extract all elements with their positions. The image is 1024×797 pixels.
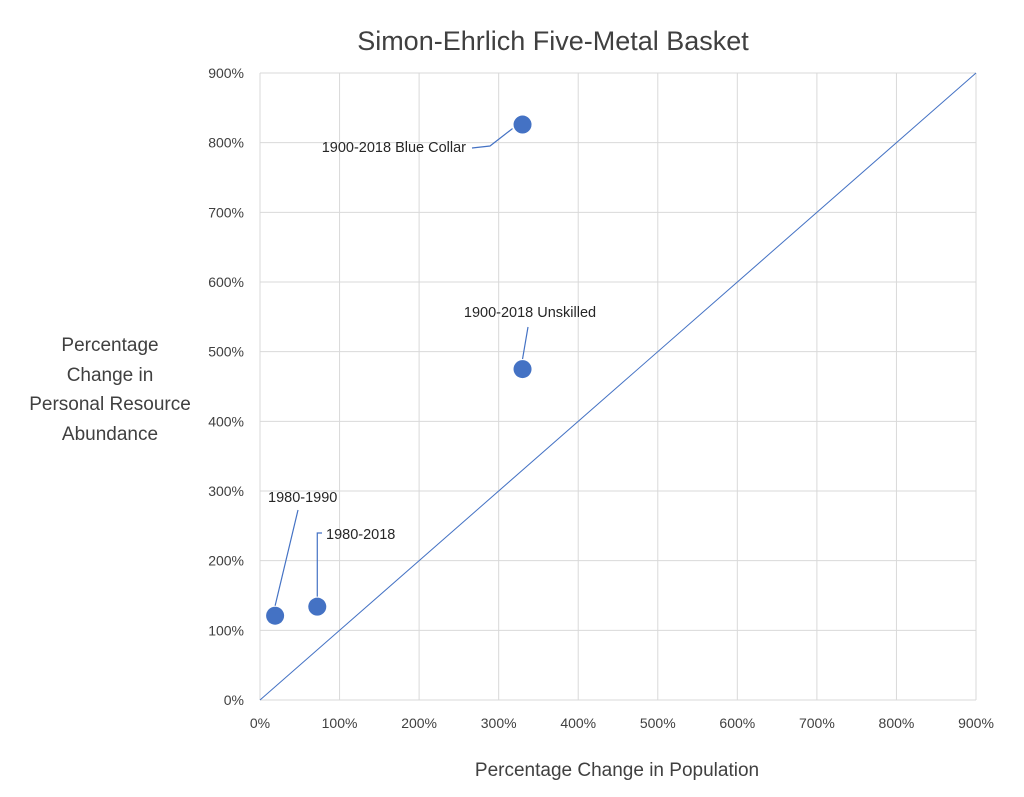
chart-title: Simon-Ehrlich Five-Metal Basket xyxy=(357,26,749,56)
y-tick-label: 400% xyxy=(208,413,244,429)
x-tick-label: 600% xyxy=(719,715,755,731)
y-axis-title-line: Change in xyxy=(67,365,154,386)
gridlines xyxy=(259,72,977,701)
data-label: 1980-2018 xyxy=(326,527,395,543)
data-point xyxy=(266,606,285,625)
y-axis-title-line: Percentage xyxy=(61,335,158,356)
y-tick-label: 800% xyxy=(208,135,244,151)
y-tick-label: 700% xyxy=(208,204,244,220)
data-label: 1900-2018 Blue Collar xyxy=(322,140,466,156)
y-axis-ticks: 0% 100% 200% 300% 400% 500% 600% 700% 800% 900% xyxy=(208,65,244,708)
y-tick-label: 900% xyxy=(208,65,244,81)
data-labels: 1980-1990 1980-2018 1900-2018 Unskilled 190… xyxy=(268,140,596,543)
leader-line xyxy=(274,509,299,606)
y-tick-label: 600% xyxy=(208,274,244,290)
data-point xyxy=(513,360,532,379)
x-tick-label: 200% xyxy=(401,715,437,731)
x-tick-label: 500% xyxy=(640,715,676,731)
y-tick-label: 0% xyxy=(224,692,244,708)
leader-line xyxy=(471,128,513,149)
y-tick-label: 200% xyxy=(208,553,244,569)
y-axis-title: Percentage Change in Personal Resource Abun… xyxy=(29,335,191,445)
y-tick-label: 100% xyxy=(208,622,244,638)
label-leader-lines xyxy=(274,128,529,606)
leader-line xyxy=(521,326,529,360)
y-axis-title-line: Abundance xyxy=(62,424,158,445)
y-axis-title-line: Personal Resource xyxy=(29,394,191,415)
y-tick-label: 300% xyxy=(208,483,244,499)
x-tick-label: 300% xyxy=(481,715,517,731)
data-point xyxy=(513,115,532,134)
x-tick-label: 100% xyxy=(322,715,358,731)
diagonal-reference-line xyxy=(259,72,977,701)
x-axis-title: Percentage Change in Population xyxy=(475,760,759,781)
y-tick-label: 500% xyxy=(208,344,244,360)
x-tick-label: 0% xyxy=(250,715,270,731)
reference-line xyxy=(259,72,977,701)
x-tick-label: 700% xyxy=(799,715,835,731)
data-label: 1980-1990 xyxy=(268,490,337,506)
x-tick-label: 900% xyxy=(958,715,994,731)
data-point xyxy=(308,597,327,616)
data-label: 1900-2018 Unskilled xyxy=(464,305,596,321)
leader-line xyxy=(316,532,322,597)
x-axis-ticks: 0% 100% 200% 300% 400% 500% 600% 700% 800% 900% xyxy=(250,715,994,731)
x-tick-label: 800% xyxy=(879,715,915,731)
x-tick-label: 400% xyxy=(560,715,596,731)
data-points xyxy=(266,115,532,625)
